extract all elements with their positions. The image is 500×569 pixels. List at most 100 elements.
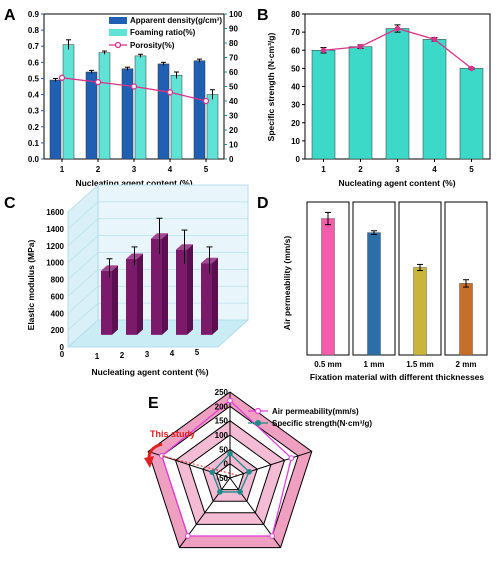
bar-foaming <box>170 74 183 160</box>
legend-marker-air <box>254 407 262 415</box>
panel-label-e: E <box>148 395 159 412</box>
y-tick-label-a-left: 0.8 <box>28 26 40 35</box>
bar-strength <box>385 28 410 160</box>
x-tick-label-c: 4 <box>170 349 175 358</box>
legend-label-density: Apparent density(g/cm³) <box>130 16 222 25</box>
bar-elastic <box>126 258 137 335</box>
bar-density <box>121 68 134 160</box>
x-axis-label-a: Nucleating agent content (%) <box>75 178 192 188</box>
legend-swatch-foaming <box>109 29 127 36</box>
y-tick-label-b: 80 <box>291 10 300 19</box>
panel-label-c: C <box>4 195 16 212</box>
y-tick-label-a-left: 0.9 <box>28 10 40 19</box>
bar-elastic-side <box>162 233 168 335</box>
chart-c: 0 200 400 600 800 1000 1200 1400 1600 1 2 3 4 5 0 Ela… <box>26 184 250 377</box>
annotation-this-study: This study <box>150 429 195 439</box>
radar-series-air-point <box>185 533 191 539</box>
y-tick-label-a-left: 0.0 <box>28 155 40 164</box>
radar-tick-label: 250 <box>215 388 229 397</box>
radar-tick-label: 50 <box>219 445 228 454</box>
chart-a: 0.0 0.1 0.2 0.3 0.4 0.5 0.6 0.7 0.8 0.9 0 10 20 30 40… <box>28 10 243 188</box>
bar-strength <box>348 46 373 160</box>
radar-series-strength-point <box>217 489 223 495</box>
panel-label-a: A <box>4 7 16 24</box>
x-tick-label-b: 1 <box>321 165 326 174</box>
radar-tick-label: 200 <box>215 402 229 411</box>
radar-series-strength-point <box>246 468 252 475</box>
x-tick-label-b: 4 <box>432 165 437 174</box>
legend-label-strength: Specific strength(N·cm³/g) <box>272 419 372 428</box>
this-study-dotted <box>161 455 238 476</box>
x-tick-label-d: 2 mm <box>456 360 477 369</box>
y-tick-label-a-right: 50 <box>229 83 238 92</box>
y-tick-label-a-left: 0.7 <box>28 42 40 51</box>
bar-elastic-side <box>187 244 193 335</box>
y-tick-label-b: 0 <box>296 155 301 164</box>
grid-line-side <box>67 218 99 247</box>
y-tick-label-b: 40 <box>291 83 300 92</box>
y-tick-label-a-left: 0.1 <box>28 139 40 148</box>
x-tick-label-c-origin: 0 <box>60 350 65 359</box>
y-tick-label-a-right: 90 <box>229 25 238 34</box>
x-tick-label-a: 2 <box>96 165 101 174</box>
panel-label-d: D <box>257 195 269 212</box>
y-tick-label-a-right: 10 <box>229 141 238 150</box>
bar-foaming <box>98 52 111 160</box>
legend-swatch-density <box>109 17 127 24</box>
y-tick-label-c: 200 <box>51 326 65 335</box>
radar-series-air <box>161 399 293 537</box>
x-tick-label-c: 5 <box>195 348 200 357</box>
point-porosity <box>94 79 102 86</box>
bar-elastic-side <box>112 265 118 335</box>
point-strength <box>468 65 475 72</box>
y-axis-label-d: Air permeability (mm/s) <box>282 236 292 331</box>
grid-line-side <box>67 285 99 314</box>
bar-density <box>49 79 62 160</box>
y-tick-label-c: 800 <box>51 276 65 285</box>
bar-air-permeability <box>321 218 335 356</box>
y-tick-label-c: 1600 <box>46 208 64 217</box>
x-tick-label-c: 1 <box>95 352 100 361</box>
bar-air-permeability <box>367 232 381 356</box>
point-strength <box>357 43 364 50</box>
x-axis-label-d: Fixation material with different thickne… <box>310 372 485 382</box>
bar-strength <box>311 50 336 160</box>
bar-density <box>193 60 206 160</box>
bar-foaming <box>62 44 75 160</box>
point-porosity <box>166 89 174 96</box>
bar-density <box>85 71 98 160</box>
x-axis-label-c: Nucleating agent content (%) <box>91 367 208 377</box>
radar-spoke <box>229 450 312 479</box>
y-tick-label-c: 600 <box>51 292 65 301</box>
grid-line-side <box>67 201 99 230</box>
y-tick-label-a-right: 60 <box>229 68 238 77</box>
y-tick-label-a-left: 0.5 <box>28 74 40 83</box>
radar-series-air-point <box>269 533 275 539</box>
x-tick-label-d: 1 mm <box>364 360 385 369</box>
legend-e: Air permeability(mm/s) Specific strength… <box>248 407 372 428</box>
point-porosity <box>202 97 210 105</box>
y-tick-label-a-right: 40 <box>229 97 238 106</box>
legend-label-air: Air permeability(mm/s) <box>272 407 359 416</box>
grid-line-side <box>67 252 99 280</box>
radar-series-strength <box>211 452 250 493</box>
bar-foaming <box>134 55 147 160</box>
x-tick-label-b: 3 <box>395 165 400 174</box>
y-tick-label-a-right: 30 <box>229 112 238 121</box>
bar-elastic-side <box>137 253 143 335</box>
radar-tick-label: -50 <box>216 474 228 483</box>
grid-line-side <box>67 184 99 213</box>
bar-elastic-side <box>212 257 218 335</box>
x-tick-label-a: 4 <box>168 165 173 174</box>
bar-air-permeability <box>459 283 473 356</box>
radar-series-strength-point <box>237 489 243 495</box>
legend-label-porosity: Porosity(%) <box>130 41 175 50</box>
y-tick-label-a-right: 70 <box>229 54 238 63</box>
point-porosity <box>130 83 138 90</box>
bar-elastic <box>101 270 112 335</box>
annotation-arrowhead <box>144 456 154 468</box>
y-tick-label-b: 60 <box>291 46 300 55</box>
y-tick-label-b: 20 <box>291 119 300 128</box>
chart-d: 0.5 mm 1 mm 1.5 mm 2 mm Air permeability (m… <box>282 201 488 382</box>
y-axis-label-c: Elastic modulus (MPa) <box>26 239 36 330</box>
